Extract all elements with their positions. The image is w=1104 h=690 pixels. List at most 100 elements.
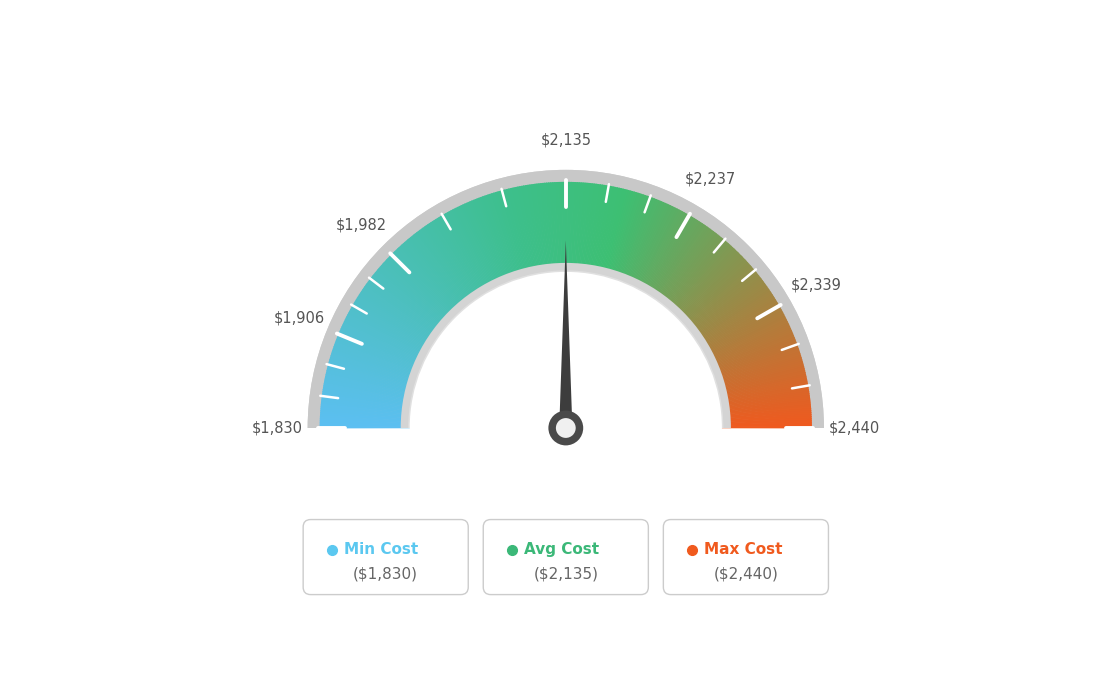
Wedge shape — [656, 226, 709, 301]
Wedge shape — [386, 258, 453, 322]
Wedge shape — [703, 313, 785, 356]
Wedge shape — [721, 408, 811, 417]
Wedge shape — [382, 262, 450, 324]
Wedge shape — [537, 184, 549, 273]
Wedge shape — [442, 214, 489, 293]
Wedge shape — [713, 348, 799, 379]
Wedge shape — [708, 324, 790, 364]
Wedge shape — [338, 333, 422, 370]
Wedge shape — [654, 224, 707, 299]
Wedge shape — [618, 196, 651, 282]
Wedge shape — [657, 228, 711, 302]
Wedge shape — [500, 190, 527, 277]
Wedge shape — [598, 187, 620, 276]
Text: Avg Cost: Avg Cost — [523, 542, 598, 557]
FancyBboxPatch shape — [304, 520, 468, 595]
Text: $1,906: $1,906 — [274, 310, 325, 326]
Wedge shape — [594, 186, 613, 275]
Wedge shape — [552, 182, 559, 272]
Wedge shape — [587, 184, 603, 274]
Text: $2,440: $2,440 — [828, 420, 880, 435]
Wedge shape — [506, 188, 530, 277]
Wedge shape — [340, 328, 423, 366]
Wedge shape — [697, 294, 774, 344]
Wedge shape — [581, 183, 592, 273]
Wedge shape — [662, 235, 720, 306]
Wedge shape — [401, 243, 463, 312]
Wedge shape — [425, 224, 478, 299]
Wedge shape — [705, 319, 788, 361]
Wedge shape — [668, 241, 729, 311]
Wedge shape — [659, 231, 715, 304]
Wedge shape — [697, 293, 773, 344]
Wedge shape — [613, 193, 643, 279]
Wedge shape — [698, 296, 775, 346]
Wedge shape — [403, 241, 464, 311]
Wedge shape — [692, 283, 766, 337]
Wedge shape — [330, 355, 416, 384]
Wedge shape — [321, 395, 411, 408]
Wedge shape — [707, 323, 789, 363]
Wedge shape — [616, 195, 648, 281]
Wedge shape — [571, 182, 576, 272]
Wedge shape — [716, 364, 805, 389]
Wedge shape — [513, 187, 534, 275]
Wedge shape — [693, 286, 768, 339]
Wedge shape — [720, 384, 808, 402]
Wedge shape — [703, 310, 784, 355]
Wedge shape — [593, 186, 611, 275]
Wedge shape — [622, 198, 657, 283]
Wedge shape — [577, 183, 587, 273]
Wedge shape — [715, 357, 803, 385]
Wedge shape — [704, 316, 786, 359]
Wedge shape — [431, 221, 481, 297]
Wedge shape — [526, 185, 542, 274]
Wedge shape — [546, 182, 555, 273]
Wedge shape — [354, 299, 433, 348]
Wedge shape — [716, 361, 804, 387]
Text: $1,982: $1,982 — [336, 217, 388, 233]
Wedge shape — [722, 426, 811, 428]
Wedge shape — [612, 193, 640, 279]
Wedge shape — [323, 380, 413, 399]
Wedge shape — [576, 182, 585, 273]
Wedge shape — [322, 391, 412, 406]
Wedge shape — [344, 317, 426, 359]
Wedge shape — [720, 385, 808, 403]
Wedge shape — [624, 199, 660, 284]
Wedge shape — [519, 186, 538, 275]
Wedge shape — [336, 339, 421, 373]
Wedge shape — [379, 266, 448, 327]
Wedge shape — [516, 186, 535, 275]
Wedge shape — [320, 412, 410, 420]
Wedge shape — [718, 368, 805, 392]
Wedge shape — [644, 215, 691, 294]
Wedge shape — [347, 314, 427, 357]
Wedge shape — [640, 212, 687, 292]
Wedge shape — [320, 426, 410, 428]
Wedge shape — [649, 220, 700, 297]
Wedge shape — [321, 397, 411, 410]
Wedge shape — [325, 377, 413, 398]
Wedge shape — [320, 416, 410, 422]
Wedge shape — [423, 226, 476, 301]
Wedge shape — [722, 424, 811, 427]
Wedge shape — [374, 270, 446, 330]
Wedge shape — [637, 209, 681, 290]
Wedge shape — [658, 230, 714, 304]
Wedge shape — [710, 333, 794, 370]
Wedge shape — [335, 342, 420, 375]
Wedge shape — [473, 199, 509, 284]
Wedge shape — [327, 364, 415, 389]
Wedge shape — [454, 208, 497, 289]
Wedge shape — [475, 198, 510, 283]
Wedge shape — [350, 307, 429, 353]
Wedge shape — [719, 377, 807, 398]
Wedge shape — [455, 207, 498, 288]
Wedge shape — [330, 353, 417, 382]
Wedge shape — [721, 402, 810, 413]
Wedge shape — [542, 183, 553, 273]
Wedge shape — [482, 196, 514, 282]
Wedge shape — [466, 202, 505, 286]
Wedge shape — [599, 188, 622, 276]
